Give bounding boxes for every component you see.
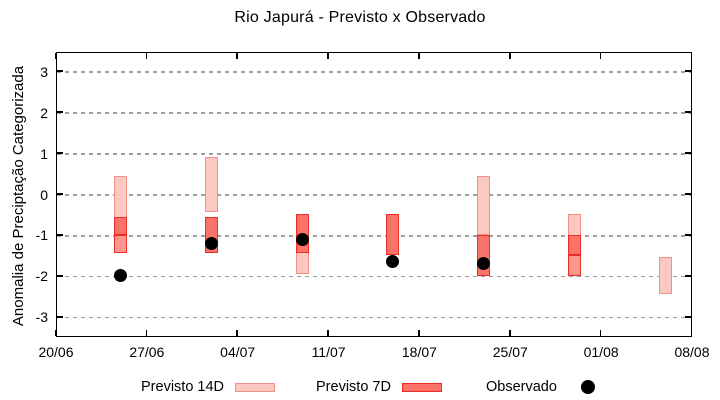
x-tick-mark <box>145 330 148 336</box>
x-tick-mark <box>418 53 420 59</box>
x-tick-mark <box>508 330 511 336</box>
x-tick-mark <box>236 330 238 336</box>
legend-swatch-previsto-7d-icon <box>401 382 442 392</box>
y-tick-label: 1 <box>40 145 48 162</box>
legend-label-observado: Observado <box>486 379 557 395</box>
observed-dot <box>204 236 218 250</box>
y-tick-mark <box>57 316 63 318</box>
y-tick-label: -2 <box>35 268 48 285</box>
x-tick-label: 04/07 <box>220 344 256 360</box>
x-tick-mark <box>327 330 329 336</box>
x-tick-mark <box>145 53 148 59</box>
gridline <box>57 112 691 114</box>
legend-item-previsto-7d: Previsto 7D <box>316 376 442 398</box>
y-tick-mark <box>685 193 691 195</box>
y-tick-mark <box>57 193 63 195</box>
x-tick-label: 11/07 <box>311 344 346 360</box>
x-tick-label: 08/08 <box>674 344 710 360</box>
y-tick-mark <box>57 275 63 277</box>
y-tick-mark <box>685 70 691 72</box>
forecast-7d-box <box>568 255 582 276</box>
forecast-7d-box <box>568 234 582 256</box>
y-tick-mark <box>685 111 691 113</box>
forecast-14d-box <box>477 175 491 235</box>
forecast-7d-box <box>113 234 127 254</box>
y-tick-mark <box>685 234 691 236</box>
y-tick-mark <box>685 275 691 277</box>
plot-area <box>54 52 693 337</box>
gridline <box>57 316 691 319</box>
x-tick-mark <box>54 330 57 336</box>
y-tick-label: -3 <box>35 309 48 326</box>
legend-observed-dot-icon <box>580 380 595 394</box>
y-tick-mark <box>685 316 691 318</box>
observed-dot <box>295 232 309 246</box>
y-tick-mark <box>57 234 63 236</box>
x-tick-mark <box>690 53 693 59</box>
forecast-14d-box <box>204 157 218 213</box>
legend: Previsto 14D Previsto 7D Observado <box>0 376 720 398</box>
observed-dot <box>386 255 400 269</box>
forecast-7d-box <box>386 214 400 256</box>
y-tick-mark <box>685 152 691 154</box>
x-tick-mark <box>54 53 57 59</box>
y-tick-label: -1 <box>35 227 48 244</box>
y-tick-label: 2 <box>40 104 48 121</box>
x-tick-label: 27/06 <box>129 344 165 360</box>
x-tick-label: 01/08 <box>583 344 619 360</box>
x-tick-label: 20/06 <box>38 344 74 360</box>
gridline <box>57 275 691 278</box>
legend-label-previsto-7d: Previsto 7D <box>316 379 391 395</box>
chart-title: Rio Japurá - Previsto x Observado <box>234 9 486 26</box>
y-tick-mark <box>57 70 63 72</box>
y-tick-label: 3 <box>40 63 48 80</box>
gridline <box>57 71 691 73</box>
legend-label-previsto-14d: Previsto 14D <box>141 379 225 395</box>
x-tick-mark <box>690 330 693 336</box>
x-tick-mark <box>599 53 602 59</box>
x-tick-mark <box>418 330 420 336</box>
legend-item-previsto-14d: Previsto 14D <box>141 376 276 398</box>
y-tick-label: 0 <box>40 186 48 203</box>
x-tick-mark <box>327 53 329 59</box>
observed-dot <box>477 257 491 271</box>
x-tick-mark <box>599 330 602 336</box>
gridline <box>57 194 691 196</box>
gridline <box>57 153 691 155</box>
observed-dot <box>113 269 127 283</box>
forecast-7d-box <box>113 216 127 235</box>
forecast-14d-box <box>659 257 673 295</box>
gridline <box>57 234 691 237</box>
x-tick-label: 18/07 <box>401 344 437 360</box>
x-tick-mark <box>508 53 511 59</box>
y-tick-mark <box>57 111 63 113</box>
legend-item-observado: Observado <box>486 376 595 398</box>
legend-swatch-previsto-14d-icon <box>235 382 276 392</box>
y-tick-mark <box>57 152 63 154</box>
x-tick-label: 25/07 <box>492 344 528 360</box>
x-tick-mark <box>236 53 238 59</box>
